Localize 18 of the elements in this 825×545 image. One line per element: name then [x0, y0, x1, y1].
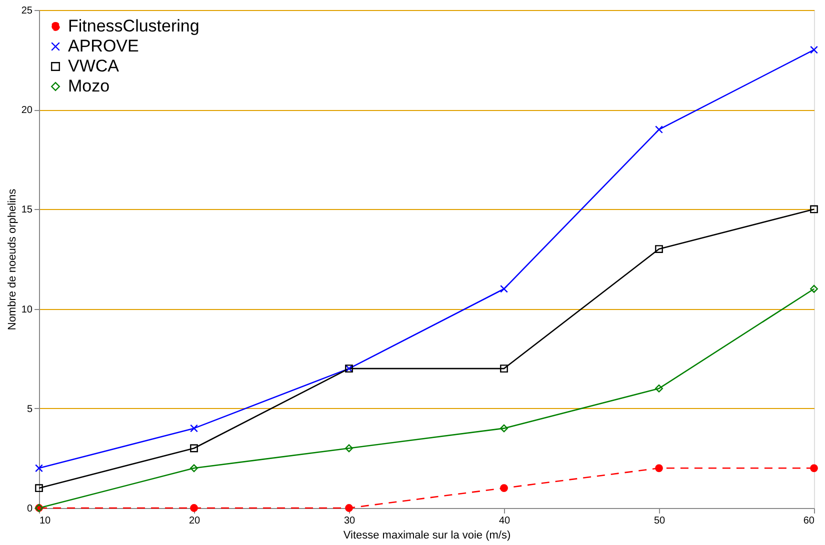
- y-axis-title: Nombre de noeuds orphelins: [6, 188, 18, 330]
- y-tick-label: 15: [21, 204, 33, 216]
- legend-label: FitnessClustering: [68, 16, 200, 36]
- y-tick-label: 5: [26, 404, 33, 415]
- legend-label: Mozo: [68, 76, 110, 96]
- y-tick-label: 10: [21, 304, 33, 316]
- x-tick-label: 50: [654, 516, 666, 526]
- x-tick-label: 20: [188, 516, 200, 526]
- y-tick-label: 25: [21, 6, 33, 16]
- legend-label: APROVE: [68, 36, 139, 56]
- x-tick-label: 30: [344, 516, 356, 526]
- x-tick-label: 10: [40, 516, 52, 526]
- x-tick-label: 40: [498, 516, 510, 526]
- y-tick-label: 0: [26, 504, 33, 514]
- y-tick-label: 20: [21, 105, 33, 116]
- x-tick-label: 60: [803, 516, 815, 526]
- x-axis-title: Vitesse maximale sur la voie (m/s): [343, 530, 511, 542]
- legend-label: VWCA: [68, 56, 120, 76]
